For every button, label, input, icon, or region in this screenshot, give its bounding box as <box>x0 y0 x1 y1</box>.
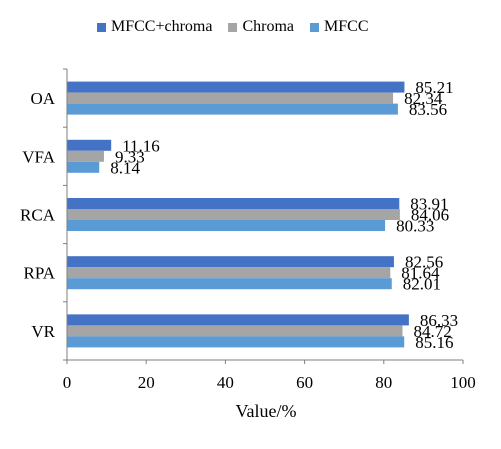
category-label-vfa: VFA <box>22 147 55 166</box>
legend-swatch-chroma <box>228 22 238 32</box>
bar-vfa-series-2 <box>67 161 100 173</box>
legend-item-mfcc: MFCC <box>310 18 368 36</box>
bar-vfa-series-1 <box>67 150 104 162</box>
x-tick-label-40: 40 <box>217 373 234 392</box>
value-label-oa-series-1: 82.34 <box>404 89 443 108</box>
bar-rpa-series-0 <box>67 256 394 268</box>
bar-rca-series-1 <box>67 209 400 220</box>
value-label-rca-series-2: 80.33 <box>396 217 434 236</box>
legend-label-mfcc-chroma: MFCC+chroma <box>111 18 213 35</box>
value-label-rca-series-0: 83.91 <box>410 195 448 214</box>
category-label-rpa: RPA <box>23 264 55 283</box>
category-label-oa: OA <box>30 89 55 108</box>
bar-rca-series-0 <box>67 198 400 209</box>
legend-item-mfcc-chroma: MFCC+chroma <box>97 18 212 36</box>
value-label-oa-series-2: 83.56 <box>409 100 447 119</box>
legend-item-chroma: Chroma <box>228 18 294 36</box>
value-label-vfa-series-1: 9.33 <box>115 147 145 166</box>
value-label-vr-series-0: 86.33 <box>420 311 458 330</box>
value-label-vfa-series-0: 11.16 <box>122 136 160 155</box>
chart-legend: MFCC+chroma Chroma MFCC <box>97 18 384 36</box>
bar-rpa-series-2 <box>67 278 392 290</box>
x-tick-label-20: 20 <box>138 373 155 392</box>
bars-group <box>67 81 409 348</box>
x-tick-label-0: 0 <box>63 373 72 392</box>
bar-oa-series-2 <box>67 103 398 115</box>
bar-oa-series-0 <box>67 81 405 93</box>
category-label-rca: RCA <box>20 206 56 225</box>
bar-vr-series-1 <box>67 325 403 337</box>
value-label-rpa-series-0: 82.56 <box>405 253 443 272</box>
bar-vfa-series-0 <box>67 139 112 151</box>
bar-rca-series-2 <box>67 220 386 231</box>
legend-label-mfcc: MFCC <box>324 18 369 35</box>
legend-label-chroma: Chroma <box>242 18 295 35</box>
value-label-vr-series-1: 84.72 <box>413 322 451 341</box>
value-label-rca-series-1: 84.06 <box>411 206 449 225</box>
bar-rpa-series-1 <box>67 267 391 279</box>
x-tick-label-80: 80 <box>375 373 392 392</box>
value-label-oa-series-0: 85.21 <box>415 78 453 97</box>
x-tick-label-60: 60 <box>296 373 313 392</box>
bar-vr-series-0 <box>67 314 409 326</box>
bar-vr-series-2 <box>67 336 405 348</box>
category-label-vr: VR <box>31 322 55 341</box>
legend-swatch-mfcc <box>310 22 320 32</box>
value-label-rpa-series-2: 82.01 <box>403 275 441 294</box>
value-label-vr-series-2: 85.16 <box>415 333 453 352</box>
x-tick-label-100: 100 <box>450 373 476 392</box>
legend-swatch-mfcc-chroma <box>97 22 106 32</box>
value-label-vfa-series-2: 8.14 <box>110 158 140 177</box>
bar-oa-series-1 <box>67 92 394 104</box>
value-label-rpa-series-1: 81.64 <box>401 264 440 283</box>
x-axis-label: Value/% <box>236 401 297 421</box>
axes-group: VR RPA RCA VFA OA 0 20 40 60 80 100 <box>20 68 476 392</box>
